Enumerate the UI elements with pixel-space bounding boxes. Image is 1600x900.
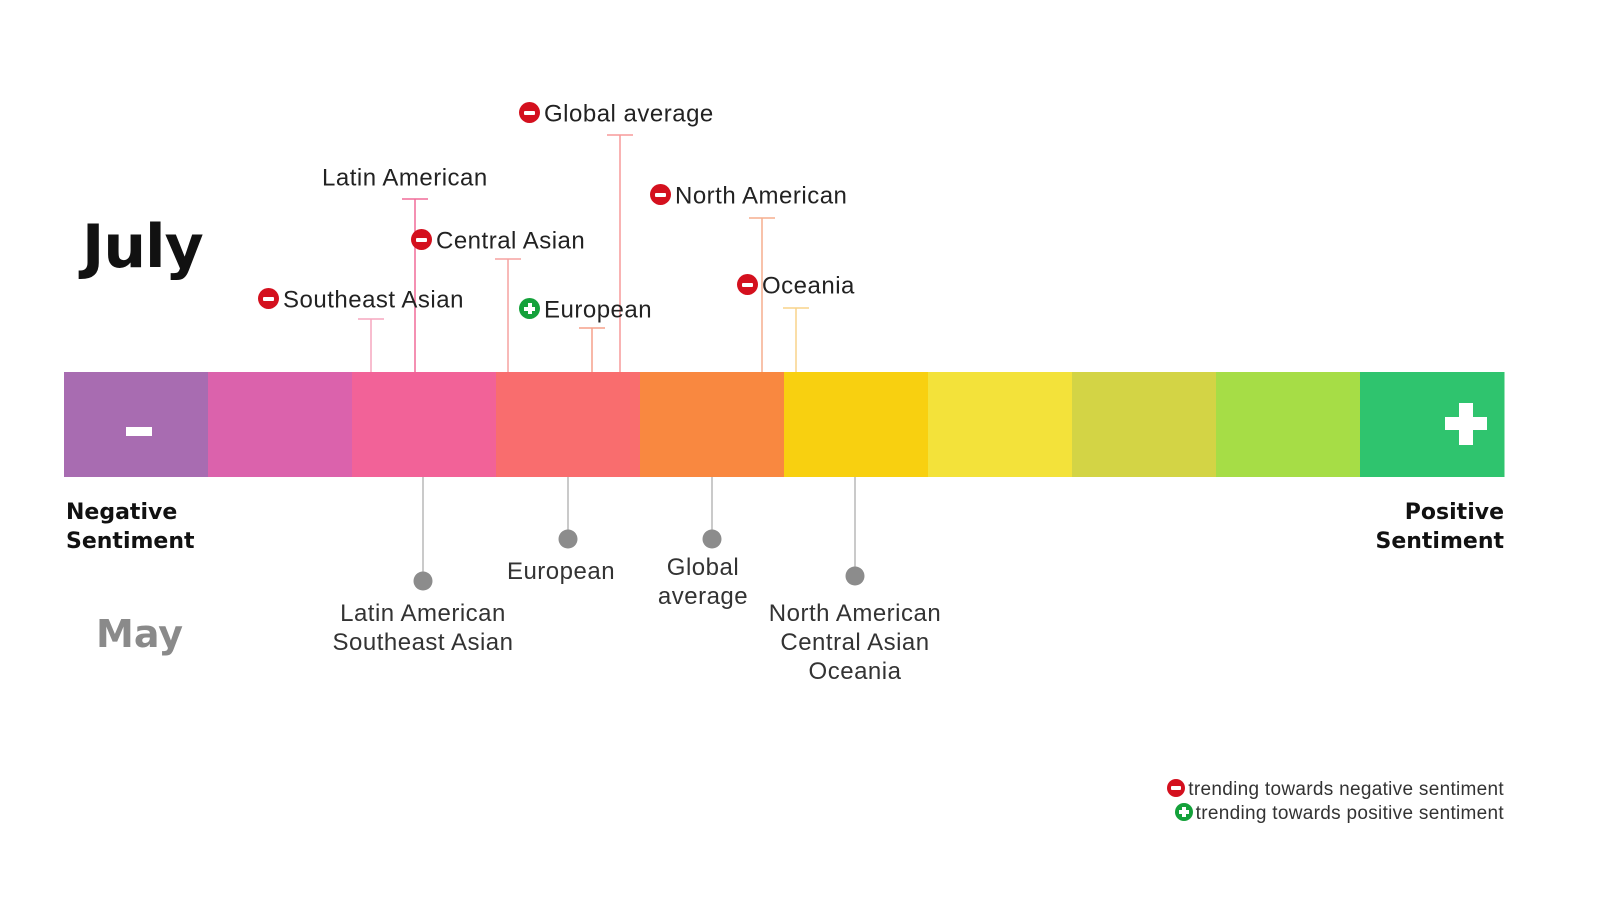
may-label-line: Global <box>666 554 740 581</box>
july-label-text: Latin American <box>322 164 488 192</box>
july-connector-southeast-asian <box>358 318 384 372</box>
may-label-line: Latin American <box>340 600 506 627</box>
legend-positive-text: trending towards positive sentiment <box>1195 803 1504 824</box>
july-label-text: European <box>544 296 653 324</box>
scale-segment-7 <box>928 372 1073 477</box>
july-connector-european <box>579 327 605 372</box>
july-connector-north-american <box>749 217 775 372</box>
may-marker-north-american <box>845 477 865 586</box>
may-label-global: Global average <box>658 553 748 611</box>
may-label-line: Southeast Asian <box>332 629 514 656</box>
july-label-global-average: Global average <box>519 100 714 129</box>
may-dot-icon <box>558 529 578 549</box>
may-marker-latin-american <box>413 477 433 591</box>
may-label-line: Central Asian <box>780 629 930 656</box>
july-connector-oceania <box>783 307 809 372</box>
scale-segment-2 <box>208 372 353 477</box>
scale-segment-1 <box>64 372 209 477</box>
july-label-oceania: Oceania <box>737 272 855 301</box>
july-label-central-asian: Central Asian <box>411 227 585 256</box>
minus-circle-icon <box>650 184 671 206</box>
may-dot-icon <box>845 566 865 586</box>
scale-segment-9 <box>1216 372 1361 477</box>
negative-symbol-icon <box>126 427 152 436</box>
minus-circle-icon <box>737 274 758 296</box>
previous-month-label: May <box>96 612 184 656</box>
scale-segment-8 <box>1072 372 1217 477</box>
positive-symbol-icon <box>1445 403 1487 445</box>
minus-circle-icon <box>411 229 432 251</box>
scale-segment-6 <box>784 372 929 477</box>
may-label-north-american: North American Central Asian Oceania <box>769 599 941 686</box>
may-label-line: North American <box>768 600 942 627</box>
positive-sentiment-label: Positive Sentiment <box>1375 500 1504 554</box>
may-connector-lines <box>413 477 865 591</box>
july-connector-latin-american <box>402 198 428 372</box>
scale-segment-5 <box>640 372 785 477</box>
may-label-european: European <box>507 557 615 586</box>
plus-circle-icon <box>519 298 540 320</box>
july-label-text: North American <box>675 182 848 210</box>
legend-negative-text: trending towards negative sentiment <box>1188 779 1504 800</box>
july-label-north-american: North American <box>650 182 847 211</box>
may-label-line: average <box>657 583 749 610</box>
july-connector-global-average <box>607 134 633 372</box>
july-label-text: Global average <box>544 100 714 128</box>
scale-segment-4 <box>496 372 641 477</box>
july-label-european: European <box>519 296 652 325</box>
may-marker-global <box>702 477 722 549</box>
sentiment-scale-bar <box>64 372 1505 477</box>
may-dot-icon <box>702 529 722 549</box>
may-label-latin-american: Latin American Southeast Asian <box>333 599 514 657</box>
may-dot-icon <box>413 571 433 591</box>
july-connector-lines <box>358 134 809 372</box>
plus-circle-icon <box>1174 802 1193 821</box>
july-label-latin-american: Latin American <box>322 164 488 193</box>
legend-negative-row: trending towards negative sentiment <box>1167 778 1504 802</box>
negative-sentiment-label: Negative Sentiment <box>66 500 195 554</box>
july-label-southeast-asian: Southeast Asian <box>258 286 464 315</box>
scale-end-symbols <box>126 403 1487 445</box>
july-connector-central-asian <box>495 258 521 372</box>
july-label-text: Central Asian <box>436 227 586 255</box>
may-label-line: Oceania <box>808 658 902 685</box>
july-label-text: Oceania <box>762 272 855 300</box>
minus-circle-icon <box>519 102 540 124</box>
may-label-line: European <box>506 558 616 585</box>
current-month-label: July <box>82 212 204 282</box>
scale-segment-3 <box>352 372 497 477</box>
minus-circle-icon <box>1167 778 1186 797</box>
trend-legend: trending towards negative sentiment tren… <box>1167 778 1504 826</box>
legend-positive-row: trending towards positive sentiment <box>1167 802 1504 826</box>
may-marker-european <box>558 477 578 549</box>
minus-circle-icon <box>258 288 279 310</box>
july-label-text: Southeast Asian <box>283 286 464 314</box>
